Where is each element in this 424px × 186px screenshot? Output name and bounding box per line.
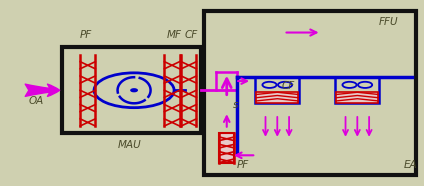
Bar	[257, 92, 298, 102]
Text: MAU: MAU	[117, 140, 141, 150]
Text: OA: OA	[29, 96, 44, 106]
Circle shape	[131, 89, 137, 92]
Bar	[219, 133, 234, 163]
Text: EA: EA	[404, 160, 417, 170]
Text: CF: CF	[282, 81, 295, 91]
Text: s: s	[233, 100, 238, 110]
Text: MF: MF	[167, 30, 182, 40]
Bar	[62, 47, 201, 133]
Text: PF: PF	[79, 30, 92, 40]
Bar	[204, 11, 416, 175]
Bar	[335, 77, 379, 103]
Text: FFU: FFU	[378, 17, 398, 27]
Text: PF: PF	[237, 160, 249, 170]
Text: CF: CF	[184, 30, 198, 40]
Bar	[337, 92, 378, 102]
Bar	[255, 77, 299, 103]
